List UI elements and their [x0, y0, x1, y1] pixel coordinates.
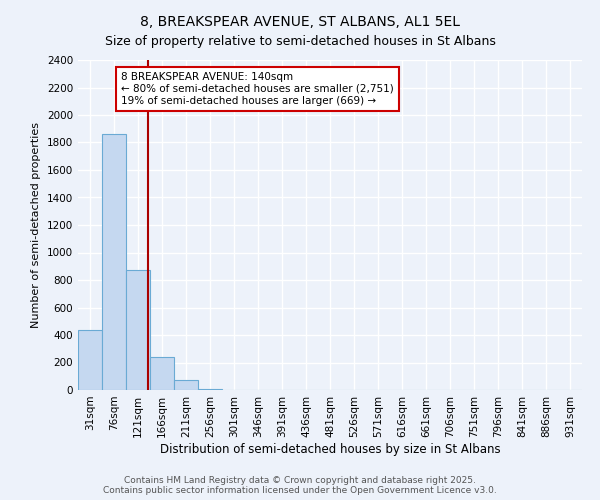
Bar	[126, 270, 150, 390]
Bar	[198, 388, 222, 390]
Y-axis label: Number of semi-detached properties: Number of semi-detached properties	[31, 122, 41, 328]
Text: Contains HM Land Registry data © Crown copyright and database right 2025.
Contai: Contains HM Land Registry data © Crown c…	[103, 476, 497, 495]
X-axis label: Distribution of semi-detached houses by size in St Albans: Distribution of semi-detached houses by …	[160, 442, 500, 456]
Text: 8, BREAKSPEAR AVENUE, ST ALBANS, AL1 5EL: 8, BREAKSPEAR AVENUE, ST ALBANS, AL1 5EL	[140, 15, 460, 29]
Bar	[102, 134, 126, 390]
Bar	[150, 357, 174, 390]
Text: Size of property relative to semi-detached houses in St Albans: Size of property relative to semi-detach…	[104, 35, 496, 48]
Bar	[78, 330, 102, 390]
Bar	[174, 380, 198, 390]
Text: 8 BREAKSPEAR AVENUE: 140sqm
← 80% of semi-detached houses are smaller (2,751)
19: 8 BREAKSPEAR AVENUE: 140sqm ← 80% of sem…	[121, 72, 394, 106]
